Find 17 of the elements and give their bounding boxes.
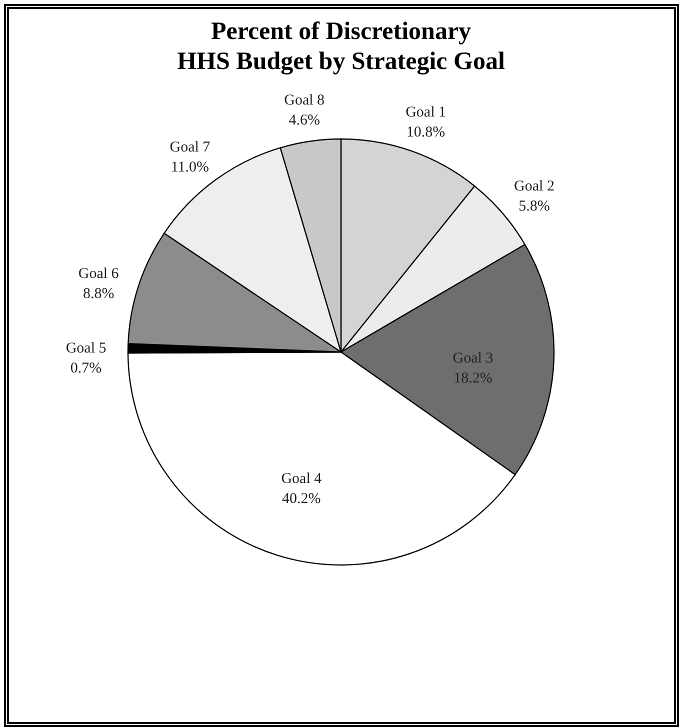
slice-label: Goal 2 — [514, 178, 554, 195]
slice-label: Goal 7 — [170, 140, 211, 156]
chart-title: Percent of Discretionary HHS Budget by Strategic Goal — [177, 18, 505, 75]
slice-label: Goal 3 — [452, 350, 494, 367]
slice-label: Goal 6 — [78, 266, 120, 282]
data-label: 8.8% — [82, 286, 114, 302]
slice-label: Goal 4 — [281, 470, 322, 487]
data-label: 4.6% — [288, 112, 320, 129]
slice-label: Goal 5 — [66, 340, 106, 357]
slice-label: Goal 8 — [284, 92, 325, 109]
data-label: 18.2% — [454, 370, 492, 387]
slice-label: Goal 1 — [406, 104, 446, 121]
data-label: 5.8% — [518, 198, 550, 215]
data-label: 40.2% — [282, 490, 321, 507]
data-label: 11.0% — [170, 160, 210, 176]
data-label: 0.7% — [70, 360, 102, 377]
data-label: 10.8% — [406, 124, 446, 141]
